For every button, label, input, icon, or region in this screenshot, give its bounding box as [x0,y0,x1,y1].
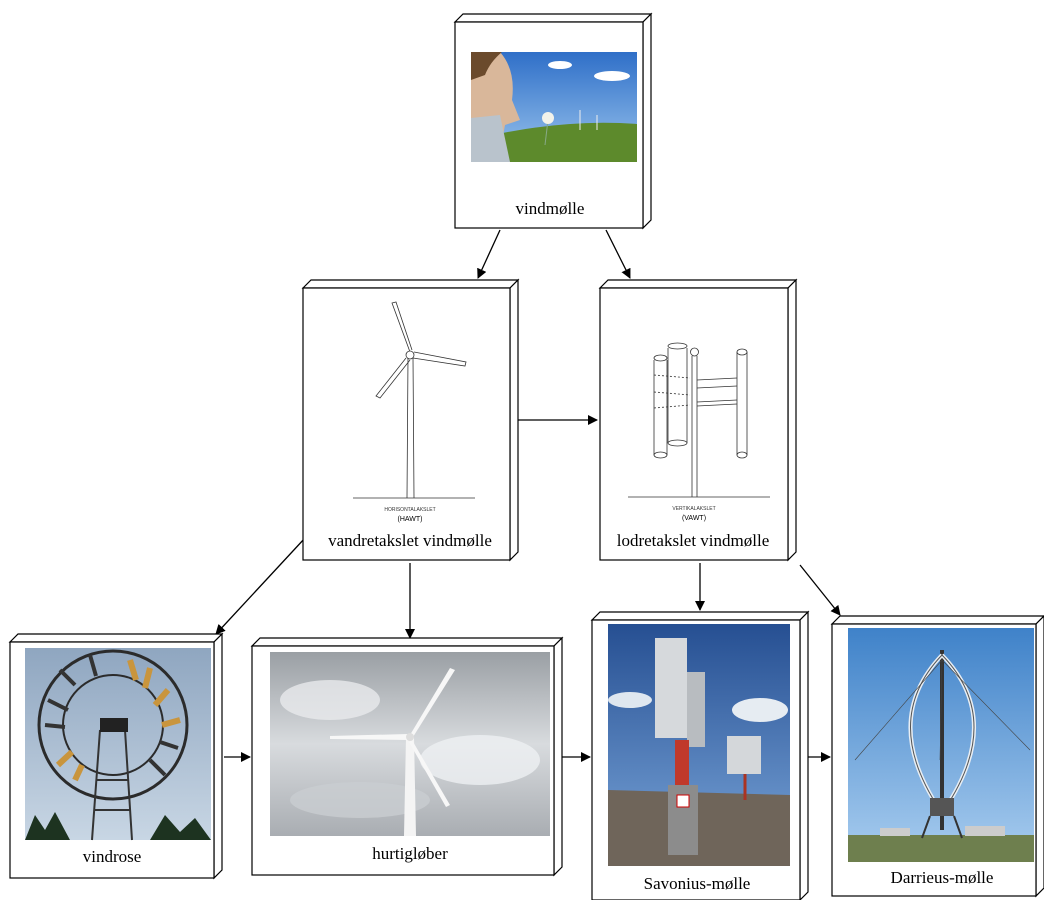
node-label: Darrieus-mølle [891,868,994,887]
drawing-caption: VERTIKALAKSLET [672,506,715,512]
edge [800,565,840,615]
diagram: vindmølle HORISONTALAKSLET (HAWT) vandre… [0,0,1044,900]
node-label: vindmølle [516,199,585,218]
edge [216,538,305,634]
photo [848,628,1034,862]
node-label: vindrose [83,847,142,866]
node-label: lodretakslet vindmølle [617,531,770,550]
node: Darrieus-mølle [832,616,1044,896]
node-label: hurtigløber [372,844,448,863]
photo [270,652,550,836]
photo [608,624,790,866]
photo [25,648,211,840]
node: HORISONTALAKSLET (HAWT) vandretakslet vi… [303,280,518,560]
node: vindrose [10,634,222,878]
node-label: Savonius-mølle [644,874,751,893]
drawing-caption: HORISONTALAKSLET [384,507,435,513]
node: Savonius-mølle [592,612,808,900]
edge [606,230,630,278]
drawing-subcaption: (HAWT) [397,516,422,523]
node-label: vandretakslet vindmølle [328,531,492,550]
node: VERTIKALAKSLET (VAWT) lodretakslet vindm… [600,280,796,560]
node: vindmølle [455,14,651,228]
edge [478,230,500,278]
node: hurtigløber [252,638,562,875]
drawing-subcaption: (VAWT) [682,515,706,522]
photo [471,52,637,162]
